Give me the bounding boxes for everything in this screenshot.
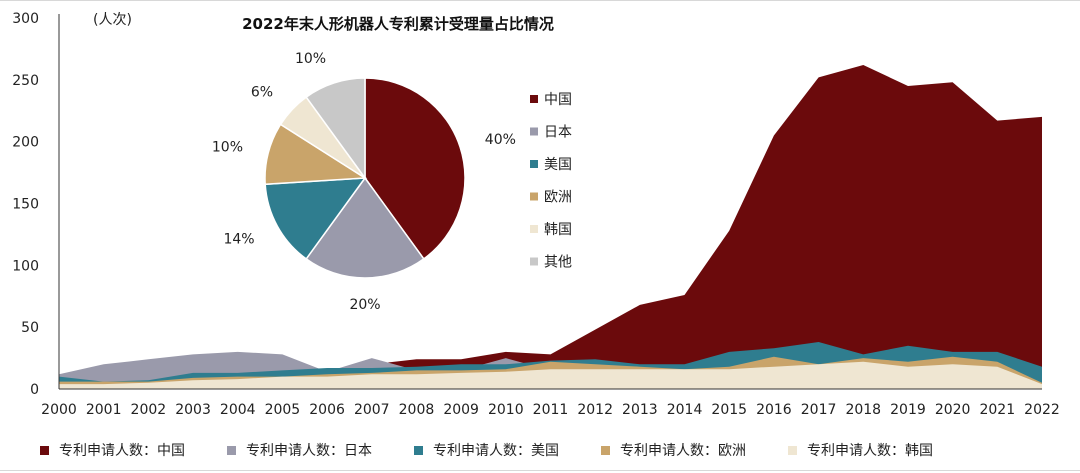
pie-slice-美国 bbox=[264, 177, 367, 260]
legend-item: 专利申请人数：日本 bbox=[227, 440, 372, 460]
pie-slice-label: 10% bbox=[212, 140, 243, 156]
legend-swatch bbox=[40, 445, 49, 455]
x-tick-label: 2019 bbox=[890, 402, 926, 418]
x-tick-label: 2011 bbox=[533, 402, 569, 418]
pie-title: 2022年末人形机器人专利累计受理量占比情况 bbox=[242, 15, 554, 33]
pie-slice-中国 bbox=[364, 77, 466, 260]
x-tick-label: 2010 bbox=[488, 402, 524, 418]
area-legend: 专利申请人数：中国 专利申请人数：日本 专利申请人数：美国 专利申请人数：欧洲 专利申请… bbox=[40, 438, 1060, 462]
x-tick-label: 2007 bbox=[354, 402, 390, 418]
pie-group bbox=[264, 77, 466, 279]
x-tick-label: 2002 bbox=[131, 402, 167, 418]
y-tick-label: 200 bbox=[12, 135, 39, 151]
legend-item: 专利申请人数：欧洲 bbox=[601, 440, 746, 460]
legend-item: 专利申请人数：中国 bbox=[40, 440, 185, 460]
bottom-border bbox=[0, 470, 1080, 471]
x-tick-label: 2009 bbox=[443, 402, 479, 418]
y-unit-label: (人次) bbox=[93, 12, 132, 28]
pie-legend-label: 欧洲 bbox=[544, 190, 572, 206]
x-tick-label: 2015 bbox=[711, 402, 747, 418]
pie-legend-swatch bbox=[530, 192, 538, 201]
x-tick-label: 2000 bbox=[41, 402, 77, 418]
x-tick-label: 2013 bbox=[622, 402, 658, 418]
top-border bbox=[0, 0, 1080, 1]
x-tick-label: 2012 bbox=[577, 402, 613, 418]
pie-legend-swatch bbox=[530, 160, 538, 168]
x-tick-label: 2017 bbox=[801, 402, 837, 418]
x-tick-label: 2018 bbox=[845, 402, 881, 418]
pie-legend-label: 其他 bbox=[544, 255, 572, 271]
legend-swatch bbox=[788, 445, 797, 455]
pie-legend-label: 美国 bbox=[544, 157, 572, 173]
chart-svg: 0 50 100 150 200 250 300 (人次) 2000 2001 2002 2003 20… bbox=[12, 11, 1060, 418]
legend-label: 专利申请人数：欧洲 bbox=[620, 443, 746, 459]
legend-item: 专利申请人数：韩国 bbox=[788, 440, 933, 460]
y-tick-label: 300 bbox=[12, 11, 39, 27]
x-tick-label: 2004 bbox=[220, 402, 256, 418]
legend-swatch bbox=[601, 445, 610, 455]
x-tick-label: 2016 bbox=[756, 402, 792, 418]
area-series-group bbox=[59, 65, 1042, 389]
legend-label: 专利申请人数：美国 bbox=[433, 443, 559, 459]
area-series-0 bbox=[59, 65, 1042, 389]
pie-slice-label: 10% bbox=[295, 51, 326, 67]
pie-slice-其他 bbox=[305, 77, 366, 181]
legend-swatch bbox=[414, 445, 423, 455]
x-tick-label: 2001 bbox=[86, 402, 122, 418]
pie-legend-label: 中国 bbox=[544, 92, 572, 108]
pie-legend-label: 日本 bbox=[544, 125, 572, 141]
pie-slice-日本 bbox=[305, 176, 425, 279]
y-tick-label: 50 bbox=[21, 320, 39, 336]
y-tick-label: 250 bbox=[12, 73, 39, 89]
pie-slice-label: 20% bbox=[349, 297, 380, 313]
pie-legend-swatch bbox=[530, 127, 538, 136]
legend-label: 专利申请人数：中国 bbox=[59, 443, 185, 459]
y-tick-label: 150 bbox=[12, 197, 39, 213]
pie-legend-swatch bbox=[530, 95, 538, 103]
pie-slice-label: 6% bbox=[251, 85, 273, 101]
x-tick-label: 2003 bbox=[175, 402, 211, 418]
x-tick-label: 2021 bbox=[979, 402, 1015, 418]
x-tick-label: 2008 bbox=[399, 402, 435, 418]
legend-label: 专利申请人数：日本 bbox=[246, 443, 372, 459]
legend-label: 专利申请人数：韩国 bbox=[807, 443, 933, 459]
x-tick-label: 2014 bbox=[667, 402, 703, 418]
pie-slice-label: 14% bbox=[223, 232, 254, 248]
x-tick-label: 2022 bbox=[1024, 402, 1060, 418]
y-tick-label: 0 bbox=[30, 382, 39, 398]
pie-legend-label: 韩国 bbox=[544, 222, 572, 238]
area-series-4 bbox=[59, 361, 1042, 389]
x-tick-label: 2005 bbox=[265, 402, 301, 418]
legend-swatch bbox=[227, 445, 236, 455]
x-tick-label: 2006 bbox=[309, 402, 345, 418]
pie-legend-swatch bbox=[530, 257, 538, 266]
pie-legend-swatch bbox=[530, 225, 538, 233]
x-tick-label: 2020 bbox=[935, 402, 971, 418]
legend-item: 专利申请人数：美国 bbox=[414, 440, 559, 460]
y-tick-label: 100 bbox=[12, 258, 39, 274]
pie-slice-label: 40% bbox=[485, 132, 516, 148]
